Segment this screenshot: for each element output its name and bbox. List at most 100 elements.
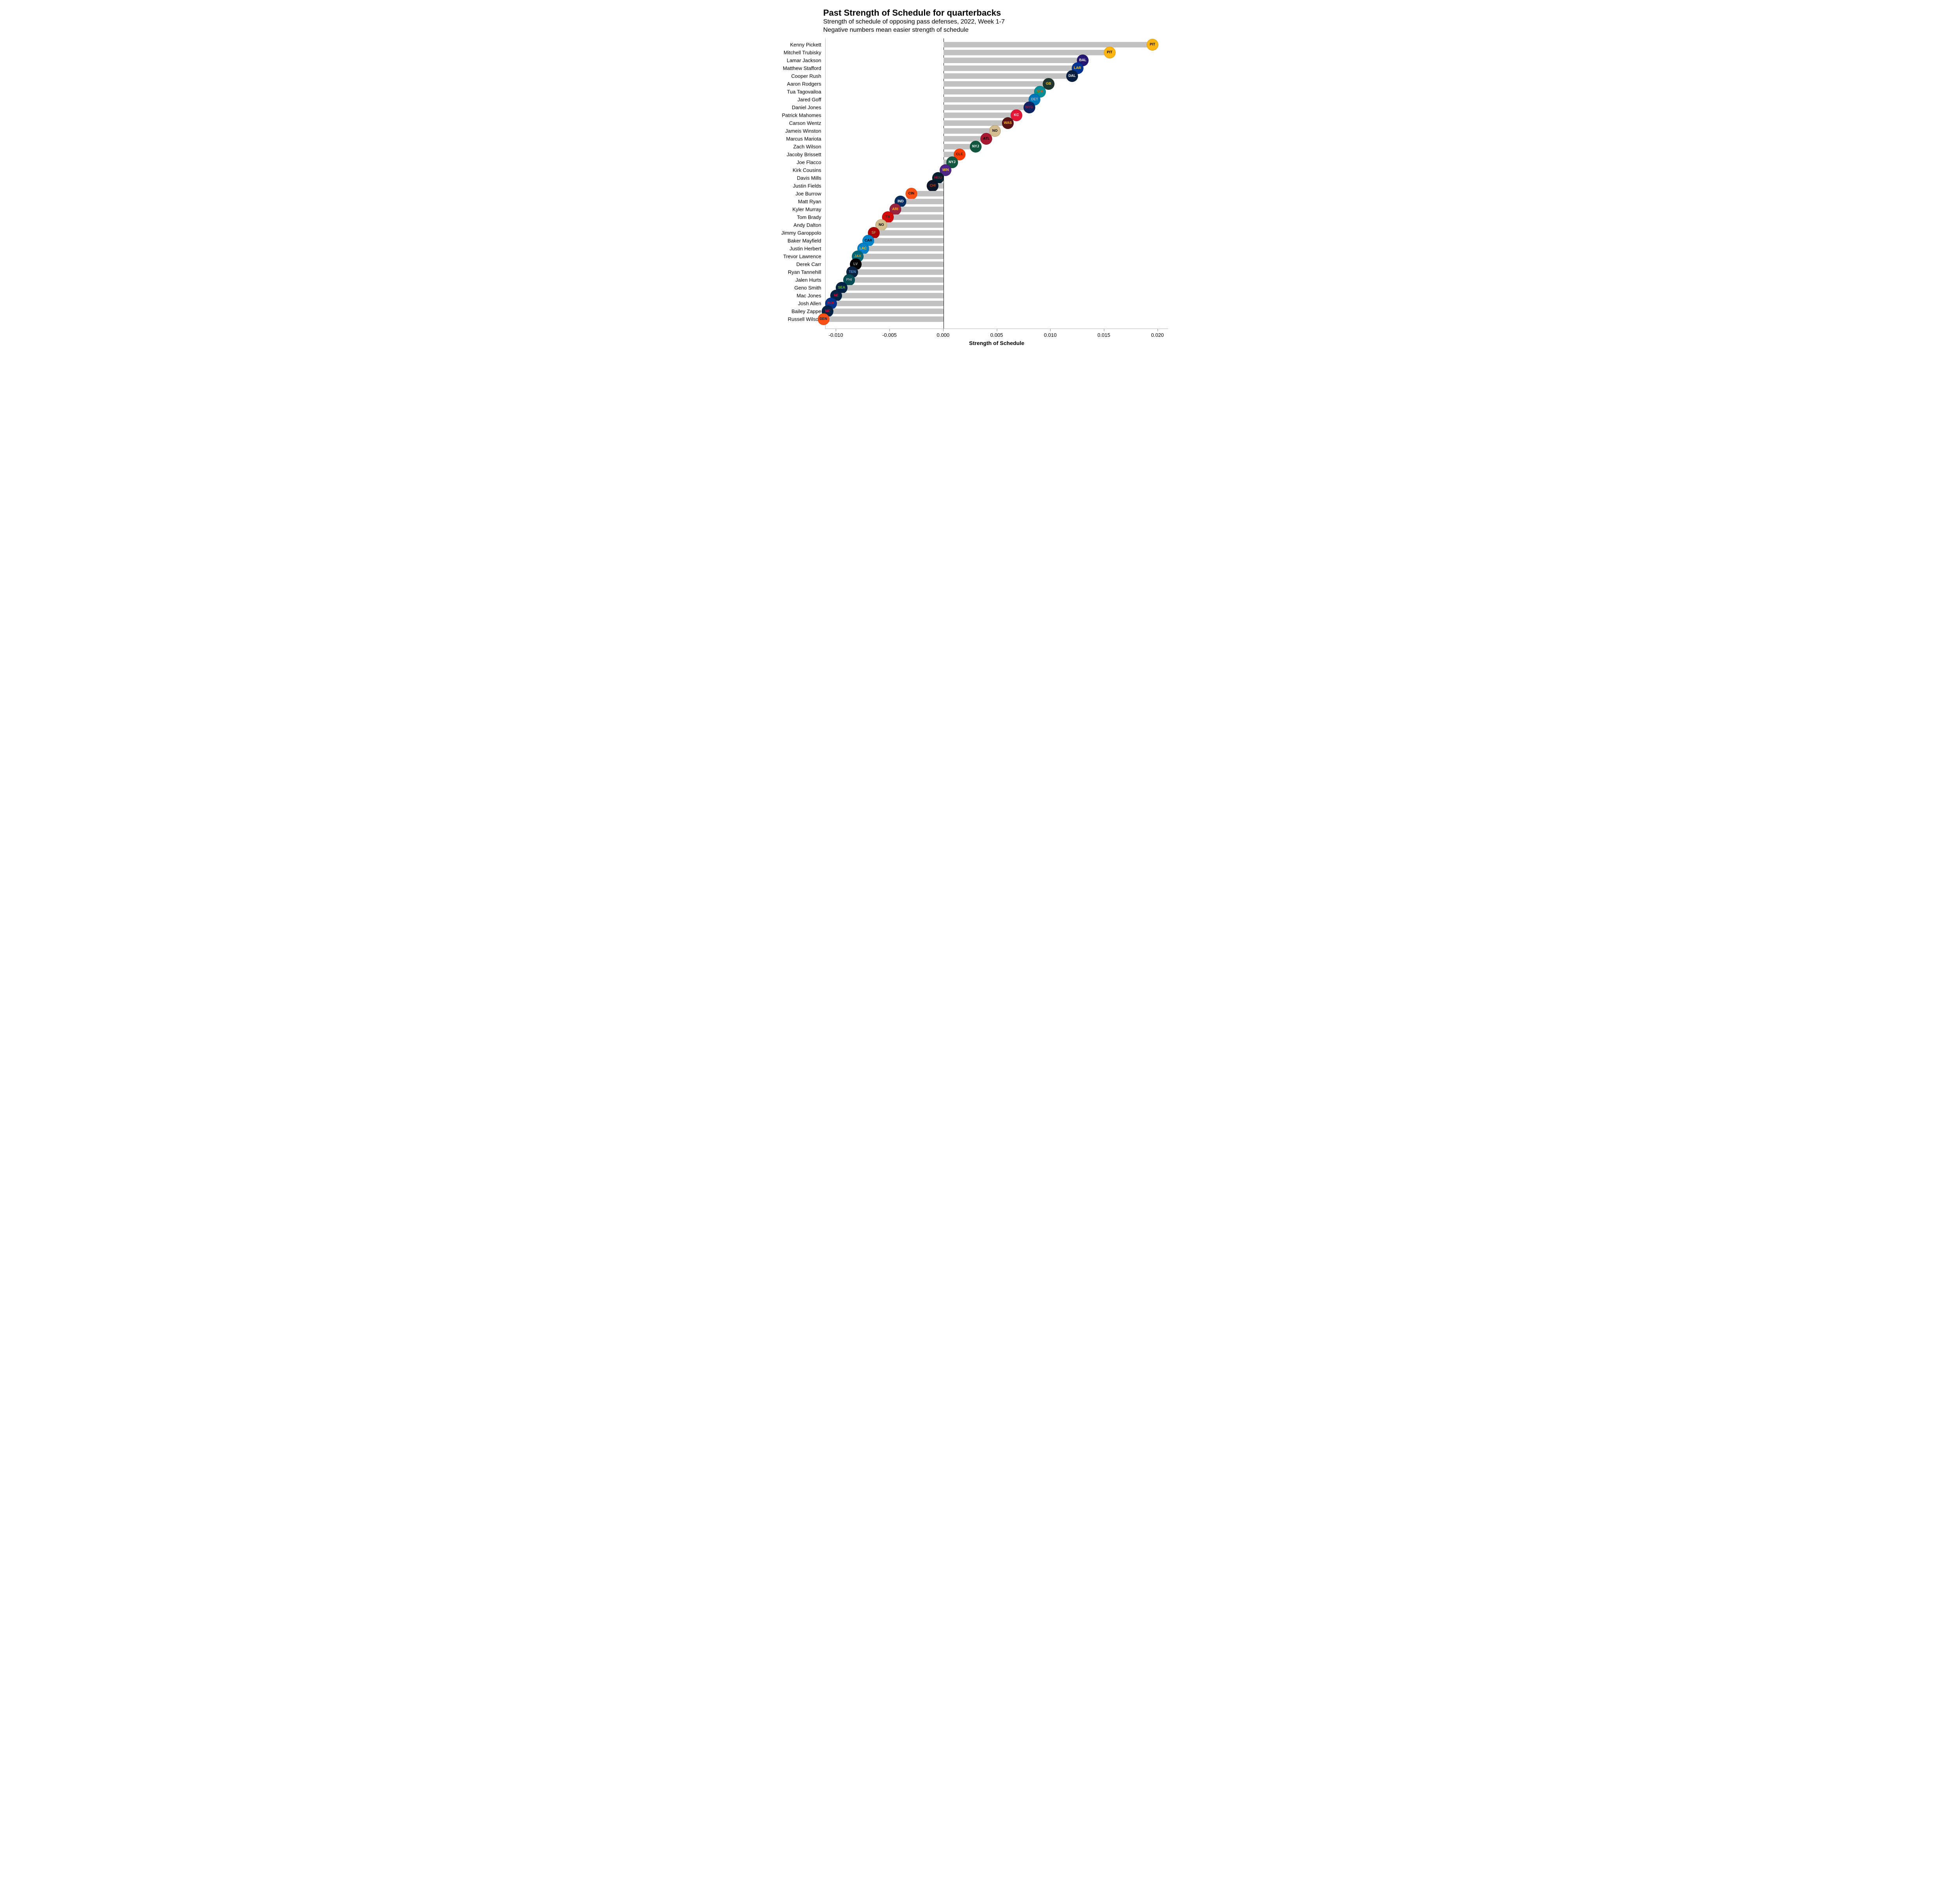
bar-row xyxy=(826,89,1168,94)
player-label: Matthew Stafford xyxy=(783,65,821,71)
bar-row xyxy=(826,277,1168,283)
player-label: Joe Burrow xyxy=(795,191,821,196)
player-label: Baker Mayfield xyxy=(788,238,821,243)
bars-region: PITPITBALLARDALGBMIADETNYGKCWASNOATLNYJC… xyxy=(825,38,1168,329)
player-label: Bailey Zappe xyxy=(791,308,821,314)
bar xyxy=(944,136,986,142)
player-label: Justin Herbert xyxy=(789,245,821,251)
player-label: Tua Tagovailoa xyxy=(787,89,821,94)
chart-subtitle-1: Strength of schedule of opposing pass de… xyxy=(823,18,1196,26)
x-tick xyxy=(1050,329,1051,331)
player-label: Matt Ryan xyxy=(798,198,821,204)
player-label: Aaron Rodgers xyxy=(787,81,821,87)
player-label: Derek Carr xyxy=(796,261,821,267)
bar-row xyxy=(826,73,1168,79)
player-label: Tom Brady xyxy=(797,214,821,220)
x-tick-label: -0.010 xyxy=(829,332,843,338)
chart-subtitle-2: Negative numbers mean easier strength of… xyxy=(823,26,1196,35)
team-logo-icon: DAL xyxy=(1066,70,1078,82)
bar xyxy=(868,238,943,243)
bar xyxy=(863,246,944,251)
bar-row xyxy=(826,199,1168,204)
x-tick-label: 0.010 xyxy=(1044,332,1057,338)
player-label: Andy Dalton xyxy=(793,222,821,228)
player-label: Joe Flacco xyxy=(797,159,821,165)
bar-row xyxy=(826,262,1168,267)
bar xyxy=(831,301,944,306)
bar xyxy=(944,58,1083,63)
bar-row xyxy=(826,175,1168,181)
bar xyxy=(858,254,944,259)
team-logo-icon: WAS xyxy=(1002,117,1014,129)
bar-row xyxy=(826,214,1168,220)
player-label: Jameis Winston xyxy=(785,128,821,134)
x-tick xyxy=(889,329,890,331)
player-label: Josh Allen xyxy=(798,300,821,306)
bar-row xyxy=(826,167,1168,173)
x-tick-label: -0.005 xyxy=(882,332,897,338)
player-label: Davis Mills xyxy=(797,175,821,181)
bar-row xyxy=(826,293,1168,298)
bar xyxy=(944,65,1078,71)
bar-row xyxy=(826,81,1168,87)
bar xyxy=(836,293,943,298)
plot-area: Kenny Pickett Mitchell Trubisky Lamar Jack… xyxy=(764,38,1180,344)
player-label: Jimmy Garoppolo xyxy=(781,230,821,236)
bar xyxy=(849,277,944,283)
bar-row xyxy=(826,246,1168,251)
bar xyxy=(852,269,943,275)
chart-title: Past Strength of Schedule for quarterbac… xyxy=(823,8,1196,18)
player-label: Kyler Murray xyxy=(792,206,821,212)
player-label: Mitchell Trubisky xyxy=(784,49,821,55)
chart-container: Past Strength of Schedule for quarterbac… xyxy=(764,8,1196,344)
bar xyxy=(874,230,944,236)
player-label: Russell Wilson xyxy=(788,316,821,322)
player-label: Daniel Jones xyxy=(792,104,821,110)
bar xyxy=(944,97,1034,102)
bar xyxy=(828,309,943,314)
x-axis: Strength of Schedule -0.010 -0.005 0.000 0.… xyxy=(825,329,1168,345)
bar-row xyxy=(826,191,1168,196)
bar xyxy=(888,214,944,220)
bar xyxy=(881,222,944,228)
bar-row xyxy=(826,183,1168,189)
bar-row xyxy=(826,42,1168,47)
bar-row xyxy=(826,97,1168,102)
bar-row xyxy=(826,301,1168,306)
team-logo-icon: DEN xyxy=(818,313,829,325)
player-label: Patrick Mahomes xyxy=(782,112,821,118)
bar-row xyxy=(826,105,1168,110)
x-axis-title: Strength of Schedule xyxy=(969,340,1024,346)
bar-row xyxy=(826,152,1168,157)
bar xyxy=(856,262,944,267)
team-logo-icon: PIT xyxy=(1104,47,1116,58)
y-axis-labels: Kenny Pickett Mitchell Trubisky Lamar Jack… xyxy=(764,38,823,344)
bar-row xyxy=(826,309,1168,314)
player-label: Geno Smith xyxy=(794,285,821,291)
player-label: Mac Jones xyxy=(797,292,821,298)
bar xyxy=(944,81,1049,87)
bar xyxy=(842,285,944,291)
player-label: Ryan Tannehill xyxy=(788,269,821,275)
team-logo-icon: ATL xyxy=(980,133,992,145)
bar xyxy=(944,89,1040,94)
bar-row xyxy=(826,65,1168,71)
player-label: Cooper Rush xyxy=(791,73,821,79)
bar-row xyxy=(826,136,1168,142)
player-label: Kenny Pickett xyxy=(790,42,822,47)
bar xyxy=(824,316,944,322)
x-tick-label: 0.000 xyxy=(937,332,950,338)
bar-row xyxy=(826,285,1168,291)
player-label: Lamar Jackson xyxy=(787,57,821,63)
player-label: Marcus Mariota xyxy=(786,136,821,142)
x-tick xyxy=(943,329,944,331)
bar-row xyxy=(826,58,1168,63)
player-label: Jared Goff xyxy=(798,96,821,102)
bar xyxy=(944,42,1152,47)
bar-row xyxy=(826,144,1168,149)
team-logo-icon: PIT xyxy=(1147,39,1158,51)
bar xyxy=(900,199,943,204)
bar-row xyxy=(826,316,1168,322)
team-logo-icon: NYJ xyxy=(970,141,982,153)
team-logo-icon: NYG xyxy=(1024,102,1035,113)
